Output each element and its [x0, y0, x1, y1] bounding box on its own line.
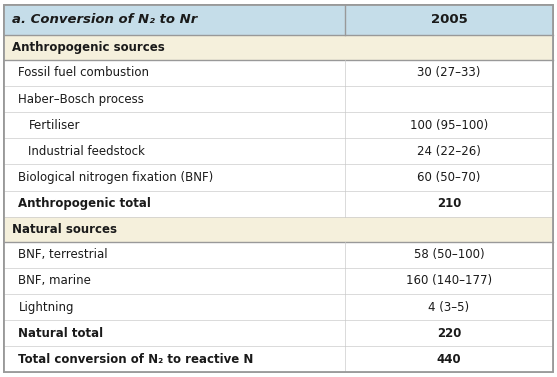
Bar	[4, 190, 553, 217]
Bar	[4, 35, 553, 60]
Bar	[4, 86, 553, 112]
Text: Haber–Bosch process: Haber–Bosch process	[18, 92, 144, 106]
Text: 2005: 2005	[431, 13, 467, 26]
Text: Natural total: Natural total	[18, 327, 104, 340]
Text: Fossil fuel combustion: Fossil fuel combustion	[18, 66, 149, 80]
Text: 58 (50–100): 58 (50–100)	[414, 248, 484, 261]
Bar	[4, 242, 553, 268]
Text: Total conversion of N₂ to reactive N: Total conversion of N₂ to reactive N	[18, 353, 254, 366]
Text: 100 (95–100): 100 (95–100)	[410, 119, 488, 132]
Bar	[4, 138, 553, 164]
Bar	[4, 294, 553, 320]
Text: Anthropogenic sources: Anthropogenic sources	[12, 41, 165, 54]
Text: 210: 210	[437, 197, 461, 210]
Bar	[4, 164, 553, 190]
Text: Industrial feedstock: Industrial feedstock	[28, 145, 145, 158]
Text: BNF, marine: BNF, marine	[18, 274, 91, 288]
Bar	[4, 217, 553, 242]
Text: 160 (140–177): 160 (140–177)	[406, 274, 492, 288]
Bar	[4, 320, 553, 346]
Text: Anthropogenic total: Anthropogenic total	[18, 197, 152, 210]
Text: a. Conversion of N₂ to Nr: a. Conversion of N₂ to Nr	[12, 13, 198, 26]
Bar	[4, 346, 553, 372]
Text: 220: 220	[437, 327, 461, 340]
Bar	[4, 268, 553, 294]
Bar	[4, 5, 553, 35]
Text: BNF, terrestrial: BNF, terrestrial	[18, 248, 108, 261]
Text: Biological nitrogen fixation (BNF): Biological nitrogen fixation (BNF)	[18, 171, 214, 184]
Text: 60 (50–70): 60 (50–70)	[417, 171, 481, 184]
Text: 30 (27–33): 30 (27–33)	[417, 66, 481, 80]
Bar	[4, 112, 553, 138]
Text: Natural sources: Natural sources	[12, 223, 118, 236]
Text: 4 (3–5): 4 (3–5)	[428, 300, 470, 314]
Text: Lightning: Lightning	[18, 300, 74, 314]
Text: Fertiliser: Fertiliser	[28, 119, 80, 132]
Text: 440: 440	[437, 353, 461, 366]
Text: 24 (22–26): 24 (22–26)	[417, 145, 481, 158]
Bar	[4, 60, 553, 86]
